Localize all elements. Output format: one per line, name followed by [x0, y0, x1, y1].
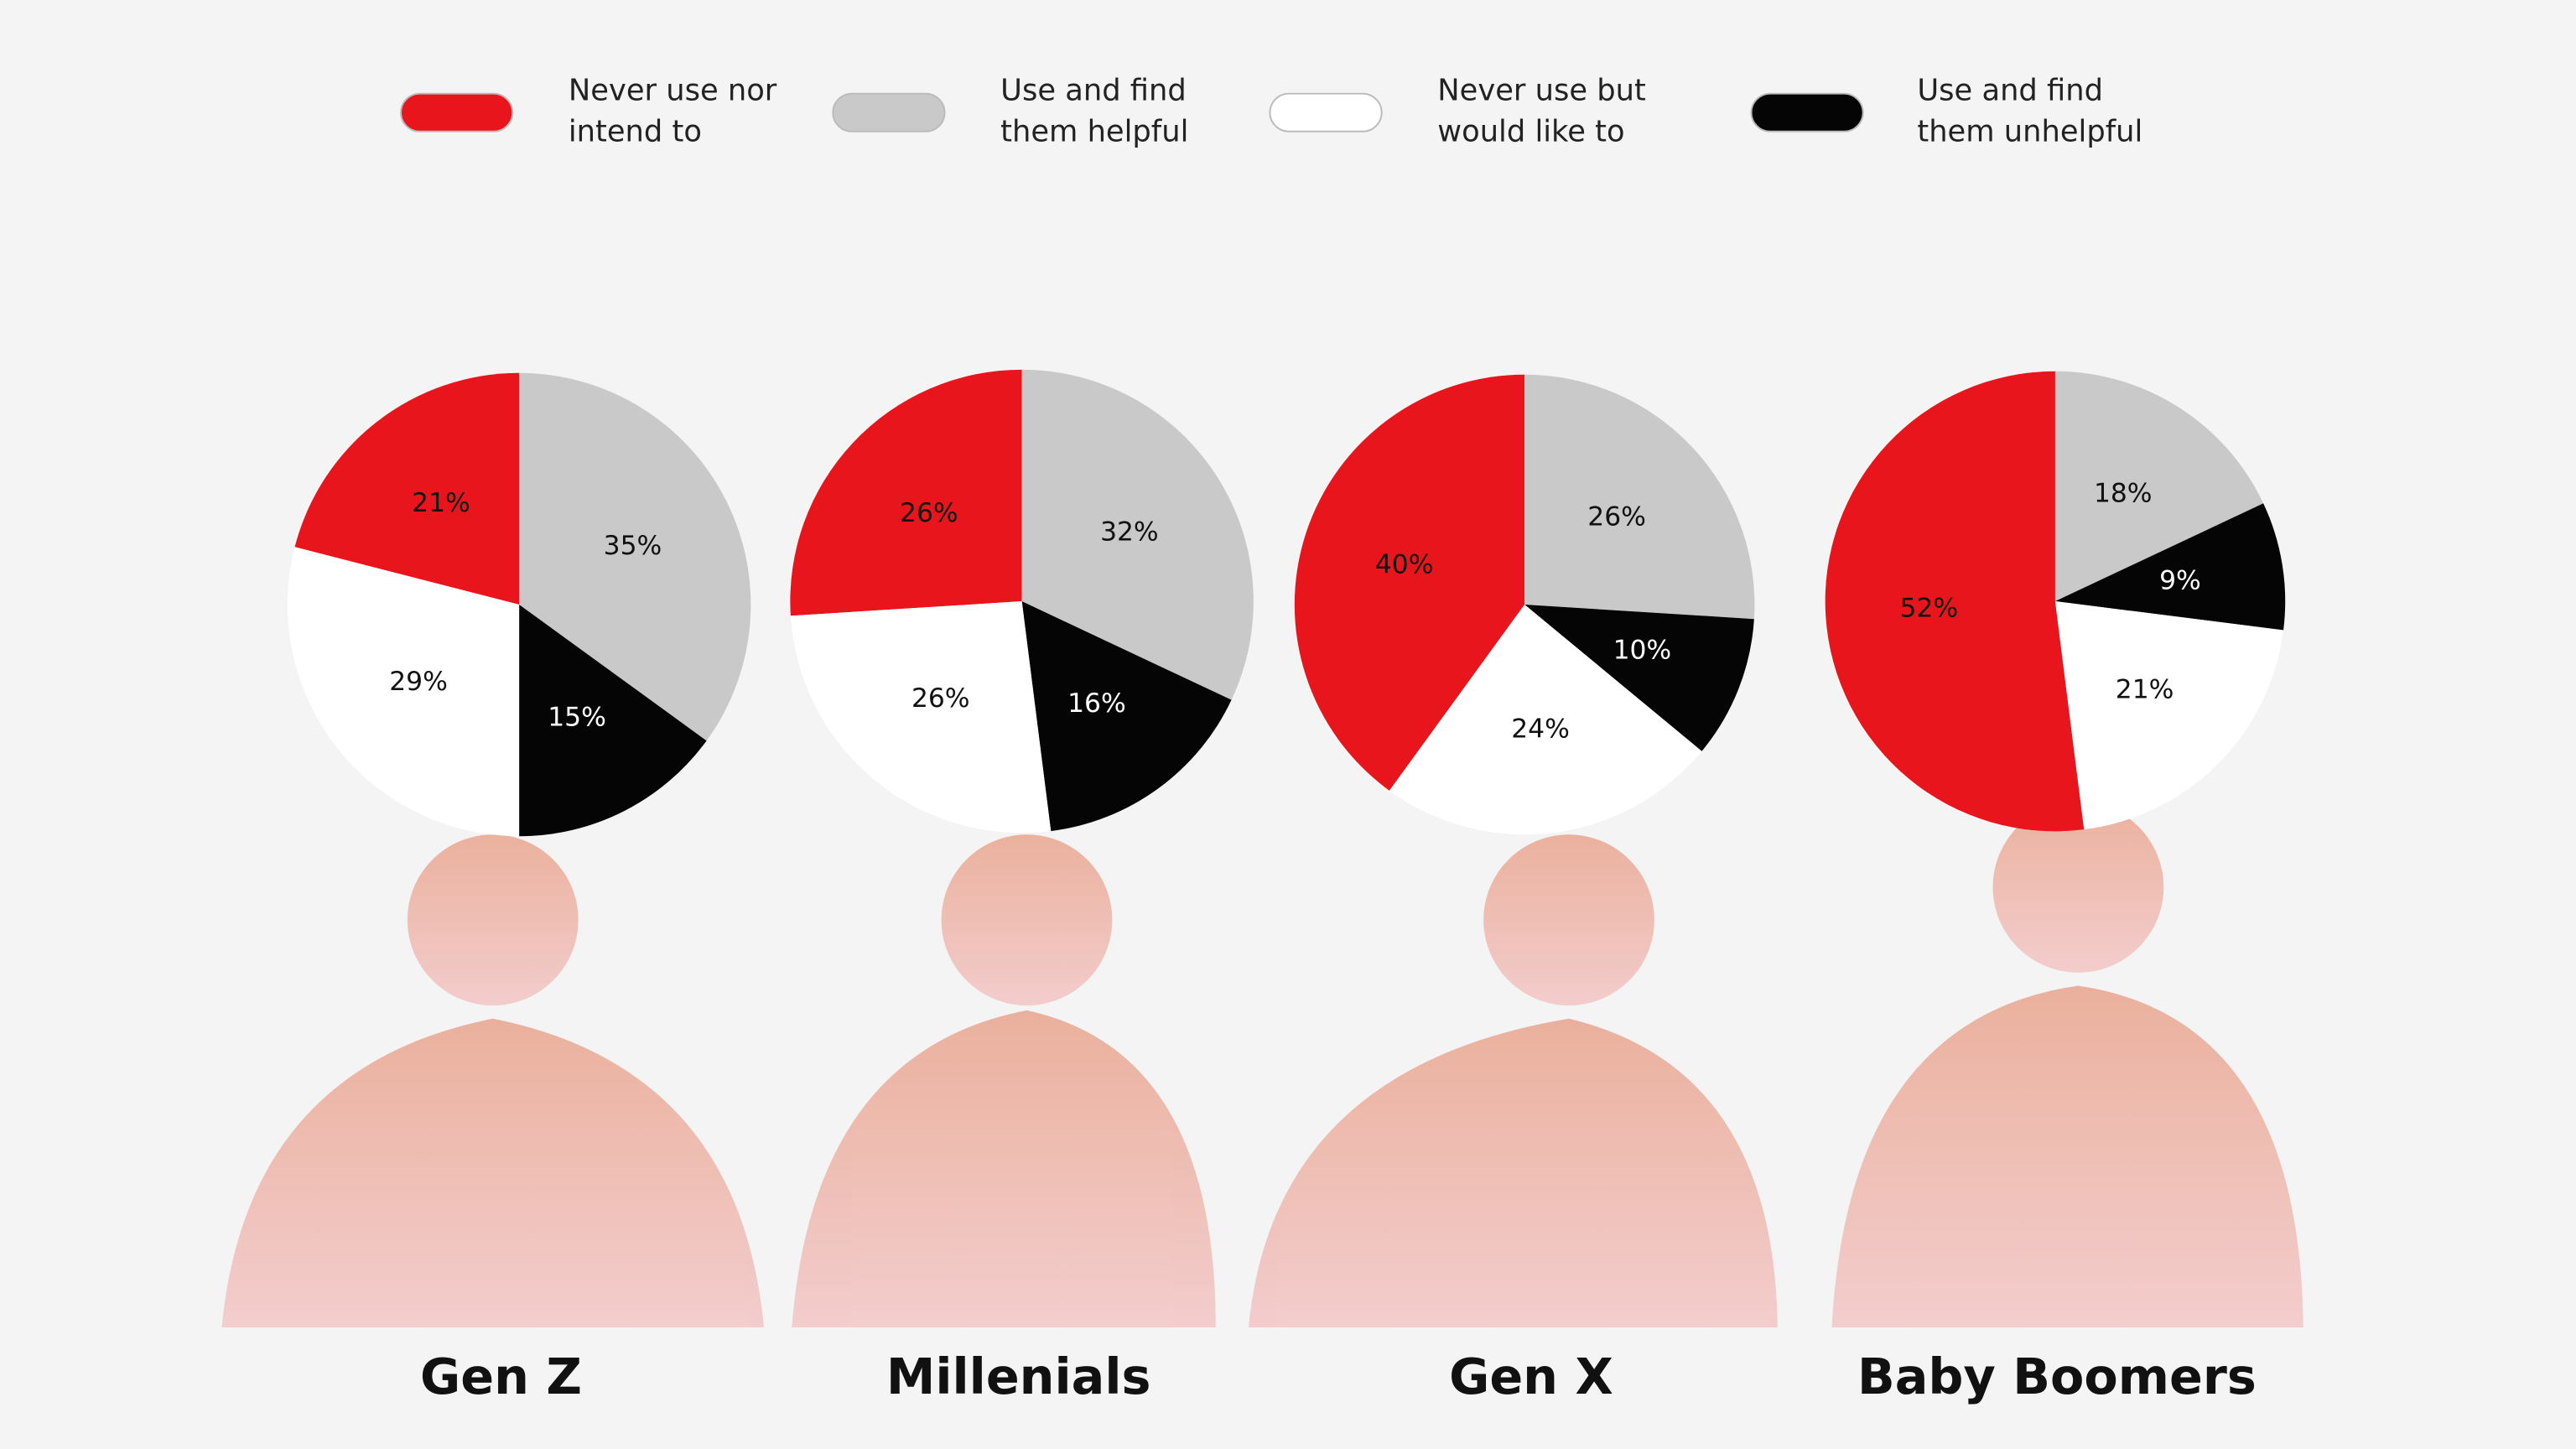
- legend-label: Never use but would like to: [1437, 74, 1646, 150]
- value-label: 26%: [1587, 502, 1646, 532]
- pie-slice: [2054, 601, 2284, 830]
- value-label: 21%: [412, 488, 470, 518]
- pie-slice: [790, 369, 1022, 616]
- people: [221, 802, 2303, 1328]
- value-label: 18%: [2094, 479, 2153, 509]
- legend-label-box: Use and find them helpful: [1000, 74, 1189, 150]
- legend-label: Use and find them unhelpful: [1917, 74, 2143, 150]
- value-label: 9%: [2159, 565, 2201, 595]
- legend-swatch: [1750, 92, 1864, 132]
- legend-swatch: [1269, 92, 1383, 132]
- pie-slice: [1524, 604, 1754, 751]
- pie-slice: [1021, 601, 1232, 832]
- pie-slice: [287, 547, 520, 837]
- legend-swatch: [400, 92, 514, 132]
- pie-slice: [1524, 374, 1755, 620]
- value-label: 26%: [900, 498, 958, 528]
- pie-slice: [2054, 503, 2286, 631]
- value-label: 24%: [1511, 714, 1570, 745]
- value-label: 52%: [1900, 594, 1959, 624]
- chart-title: Gen X: [1449, 1348, 1613, 1405]
- legend-label-box: Use and find them unhelpful: [1917, 74, 2143, 150]
- value-label: 15%: [548, 702, 606, 732]
- pie-slice: [1389, 604, 1702, 835]
- pie-slice: [519, 372, 751, 741]
- value-label: 29%: [389, 667, 448, 697]
- pie-slice: [519, 604, 707, 837]
- chart-title: Gen Z: [420, 1348, 582, 1405]
- legend-swatch: [832, 92, 946, 132]
- legend-label: Use and find them helpful: [1000, 74, 1189, 150]
- chart-title: Baby Boomers: [1857, 1348, 2257, 1405]
- value-label: 21%: [2116, 675, 2174, 705]
- chart-title: Millenials: [886, 1348, 1151, 1405]
- value-label: 10%: [1613, 636, 1672, 666]
- value-label: 32%: [1100, 517, 1159, 548]
- pie-slice: [2054, 371, 2264, 602]
- pie-slice: [1021, 369, 1254, 700]
- legend-label: Never use nor intend to: [568, 74, 777, 150]
- value-label: 35%: [604, 531, 662, 561]
- value-label: 26%: [911, 683, 970, 714]
- pie-slice: [790, 601, 1052, 834]
- legend-label-box: Never use but would like to: [1437, 74, 1646, 150]
- pie-slice: [1294, 374, 1525, 791]
- value-label: 40%: [1375, 549, 1434, 579]
- value-label: 16%: [1067, 688, 1126, 719]
- legend-label-box: Never use nor intend to: [568, 74, 777, 150]
- pie-slice: [1825, 371, 2085, 832]
- pie-slice: [294, 372, 520, 605]
